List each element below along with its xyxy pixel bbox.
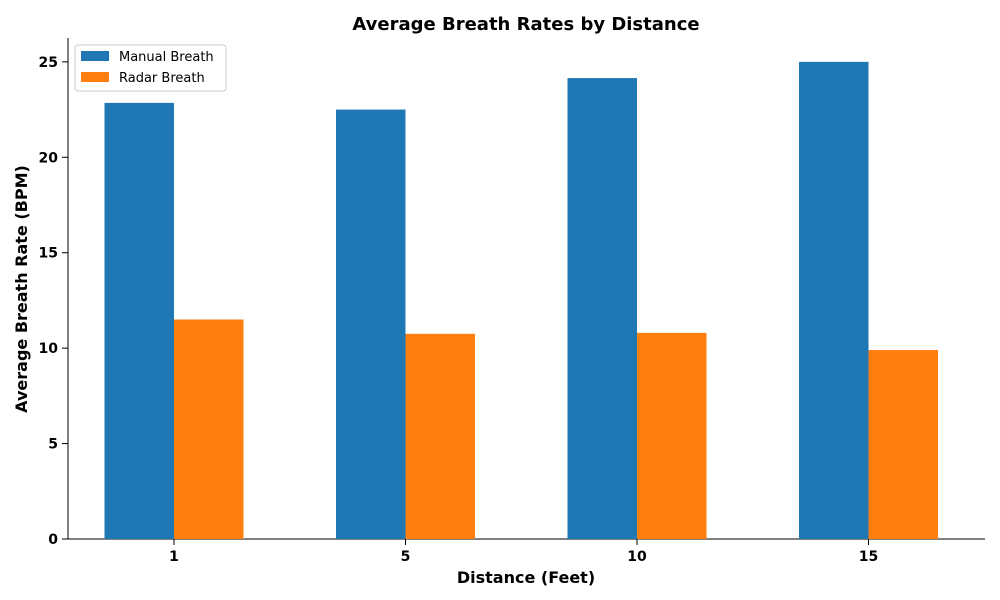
legend-box (74, 44, 227, 92)
x-axis-label: Distance (Feet) (457, 568, 595, 587)
y-ticks-group: 0 5 10 15 20 25 (39, 55, 68, 548)
x-tick-label: 15 (859, 549, 878, 565)
y-tick-label: 0 (48, 532, 58, 548)
y-tick-label: 15 (39, 246, 58, 262)
bar-manual-1 (104, 102, 174, 540)
x-tick-label: 1 (169, 549, 179, 565)
x-tick-label: 5 (401, 549, 411, 565)
y-axis-label: Average Breath Rate (BPM) (12, 165, 31, 413)
bar-radar-10 (637, 332, 707, 539)
bar-radar-15 (868, 350, 938, 539)
y-tick-label: 10 (39, 341, 59, 357)
bar-radar-5 (405, 333, 475, 539)
bar-manual-15 (799, 61, 869, 539)
y-tick-label: 25 (39, 55, 58, 71)
legend-label-radar: Radar Breath (119, 71, 205, 86)
legend-swatch-radar (81, 72, 109, 82)
y-tick-label: 20 (39, 150, 59, 166)
bar-radar-1 (174, 319, 244, 539)
legend: Manual Breath Radar Breath (74, 44, 227, 92)
bar-manual-10 (567, 78, 637, 539)
bars-group (104, 61, 938, 540)
x-ticks-group: 1 5 10 15 (169, 539, 878, 565)
chart-title: Average Breath Rates by Distance (352, 14, 699, 35)
y-tick-label: 5 (48, 437, 58, 453)
x-tick-label: 10 (627, 549, 647, 565)
legend-label-manual: Manual Breath (119, 50, 214, 65)
bar-manual-5 (336, 109, 406, 540)
legend-swatch-manual (81, 51, 109, 61)
